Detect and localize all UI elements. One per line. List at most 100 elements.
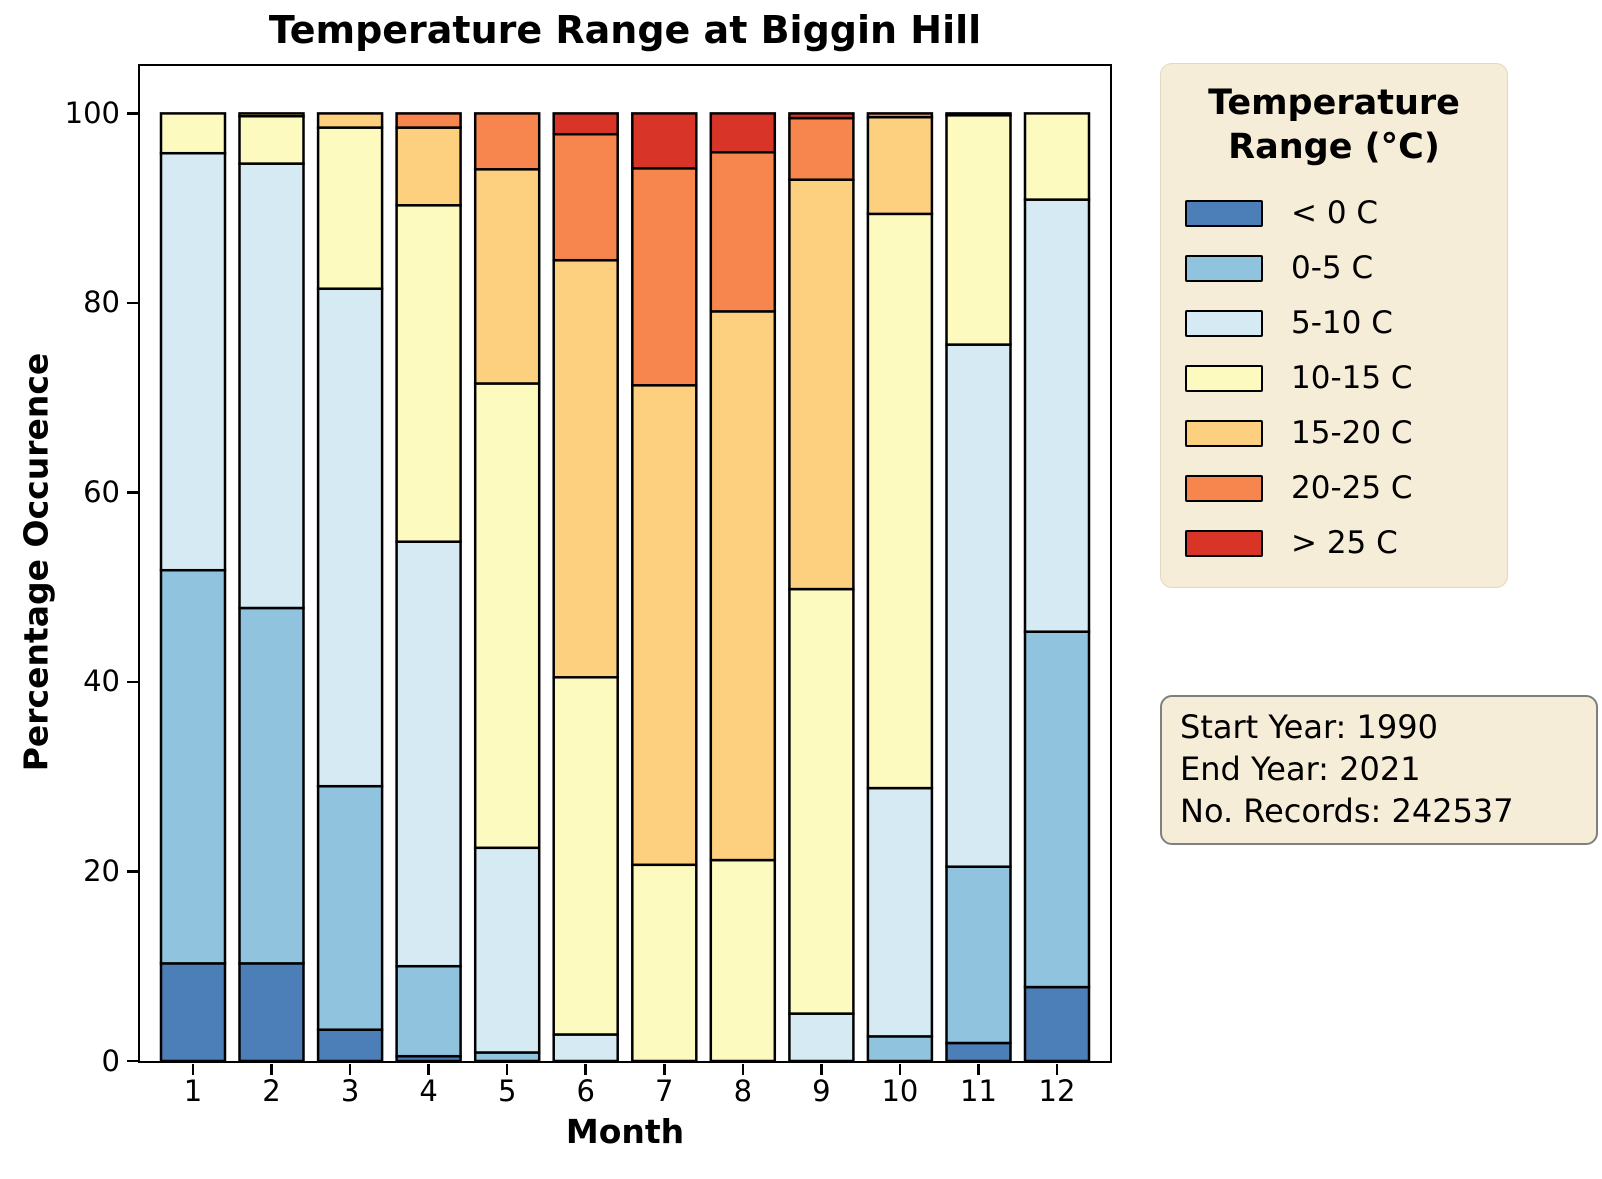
x-tick-label: 6 xyxy=(576,1074,595,1108)
bar-segment-month3-15-20C xyxy=(316,112,384,129)
x-tick-mark xyxy=(1055,1063,1059,1075)
y-tick-label: 60 xyxy=(83,474,120,509)
bar-segment-month5-0-5C xyxy=(473,1051,541,1061)
bar-segment-month6-5-10C xyxy=(552,1033,619,1061)
legend-row-<0C: < 0 C xyxy=(1185,186,1483,241)
bar-segment-month11-0-5C xyxy=(945,865,1012,1045)
legend-row->25C: > 25 C xyxy=(1185,516,1483,571)
bar-segment-month2-5-10C xyxy=(238,162,305,610)
bar-segment-month6-20-25C xyxy=(552,132,619,262)
bar-segment-month3-0-5C xyxy=(316,784,384,1031)
x-tick-mark xyxy=(820,1063,823,1075)
bar-segment-month11-<0C xyxy=(945,1041,1012,1061)
x-tick-mark xyxy=(898,1063,902,1075)
bar-segment-month2-0-5C xyxy=(238,606,305,965)
x-tick-label: 1 xyxy=(183,1074,203,1108)
legend-swatch-icon xyxy=(1185,419,1263,447)
bar-segment-month5-20-25C xyxy=(473,112,541,171)
info-end-year: End Year: 2021 xyxy=(1180,750,1421,788)
x-tick-label: 12 xyxy=(1038,1074,1076,1108)
legend-row-0-5C: 0-5 C xyxy=(1185,241,1483,296)
x-tick-label: 7 xyxy=(655,1074,674,1108)
bar-segment-month8-20-25C xyxy=(709,150,777,313)
bar-segment-month9-10-15C xyxy=(788,587,855,1015)
bar-segment-month10-20-25C xyxy=(866,112,934,119)
bar-segment-month10-10-15C xyxy=(866,212,934,790)
bar-segment-month8-10-15C xyxy=(709,858,777,1061)
legend-title: Temperature Range (°C) xyxy=(1208,83,1460,167)
legend-row-20-25C: 20-25 C xyxy=(1185,461,1483,516)
bar-segment-month10-0-5C xyxy=(866,1035,934,1061)
bar-segment-month7-20-25C xyxy=(631,167,698,387)
legend-label: 0-5 C xyxy=(1291,250,1374,286)
legend-swatch-icon xyxy=(1185,309,1263,337)
y-tick-mark xyxy=(127,112,138,115)
bar-segment-month1-<0C xyxy=(159,962,227,1061)
legend-row-5-10C: 5-10 C xyxy=(1185,296,1483,351)
x-tick-label: 5 xyxy=(497,1074,517,1108)
bar-segment-month7-10-15C xyxy=(631,863,698,1061)
bar-segment-month6-10-15C xyxy=(552,675,619,1036)
x-tick-label: 11 xyxy=(960,1074,997,1108)
bar-segment-month12-<0C xyxy=(1023,985,1091,1061)
bar-segment-month3-5-10C xyxy=(316,287,384,788)
bar-segment-month9-20-25C xyxy=(788,116,855,181)
y-tick-mark xyxy=(127,301,138,305)
y-axis-label: Percentage Occurence xyxy=(16,352,56,772)
bar-segment-month1-10-15C xyxy=(159,112,227,155)
x-tick-mark xyxy=(427,1063,430,1075)
x-tick-label: 4 xyxy=(419,1074,438,1108)
bar-segment-month3-<0C xyxy=(316,1028,384,1061)
bar-segment-month10-5-10C xyxy=(866,786,934,1038)
bar-segment-month8->25C xyxy=(709,112,777,154)
x-tick-label: 10 xyxy=(881,1074,919,1108)
bar-segment-month4-0-5C xyxy=(395,964,462,1058)
x-tick-label: 3 xyxy=(340,1074,360,1108)
legend-label: 10-15 C xyxy=(1291,360,1413,396)
plot-area xyxy=(138,64,1112,1063)
bar-segment-month7-15-20C xyxy=(631,384,698,867)
y-tick-mark xyxy=(127,870,138,873)
bar-segment-month4-15-20C xyxy=(395,126,462,207)
bar-segment-month12-10-15C xyxy=(1023,112,1091,201)
bar-segment-month11-10-15C xyxy=(945,114,1012,346)
legend-swatch-icon xyxy=(1185,199,1263,227)
bar-segment-month9-5-10C xyxy=(788,1012,855,1061)
y-tick-label: 80 xyxy=(83,285,120,320)
chart-title: Temperature Range at Biggin Hill xyxy=(268,8,982,52)
x-tick-mark xyxy=(348,1063,352,1075)
bar-segment-month7->25C xyxy=(631,112,698,170)
bar-segment-month2-10-15C xyxy=(238,114,305,165)
info-records: No. Records: 242537 xyxy=(1180,792,1514,830)
bar-segment-month9-15-20C xyxy=(788,178,855,591)
info-start-year: Start Year: 1990 xyxy=(1180,708,1438,746)
y-tick-mark xyxy=(127,491,138,494)
bar-segment-month1-0-5C xyxy=(159,568,227,965)
legend-rows: < 0 C 0-5 C 5-10 C 10-15 C 15-20 C 20-25 C > 2… xyxy=(1185,186,1483,571)
x-tick-mark xyxy=(270,1063,273,1075)
bar-segment-month5-15-20C xyxy=(473,168,541,385)
x-axis-label: Month xyxy=(565,1112,685,1151)
x-tick-label: 2 xyxy=(262,1074,281,1108)
stacked-bars-svg xyxy=(159,112,1091,1061)
bar-segment-month6-15-20C xyxy=(552,259,619,679)
bar-segment-month12-5-10C xyxy=(1023,198,1091,633)
legend-label: 15-20 C xyxy=(1291,415,1413,451)
y-tick-label: 20 xyxy=(83,853,120,888)
legend-label: < 0 C xyxy=(1291,195,1379,231)
x-tick-label: 8 xyxy=(733,1074,753,1108)
y-tick-label: 40 xyxy=(83,664,120,699)
bar-segment-month1-5-10C xyxy=(159,151,227,572)
bar-segment-month4-10-15C xyxy=(395,204,462,543)
y-tick-mark xyxy=(127,1059,138,1063)
legend-swatch-icon xyxy=(1185,529,1263,557)
bar-segment-month5-5-10C xyxy=(473,846,541,1054)
bar-segment-month4-20-25C xyxy=(395,112,462,129)
legend-swatch-icon xyxy=(1185,364,1263,392)
bar-segment-month11-15-20C xyxy=(945,112,1012,117)
x-tick-mark xyxy=(663,1063,666,1075)
bar-segment-month10-15-20C xyxy=(866,115,934,216)
legend-swatch-icon xyxy=(1185,474,1263,502)
bar-segment-month4-5-10C xyxy=(395,540,462,968)
